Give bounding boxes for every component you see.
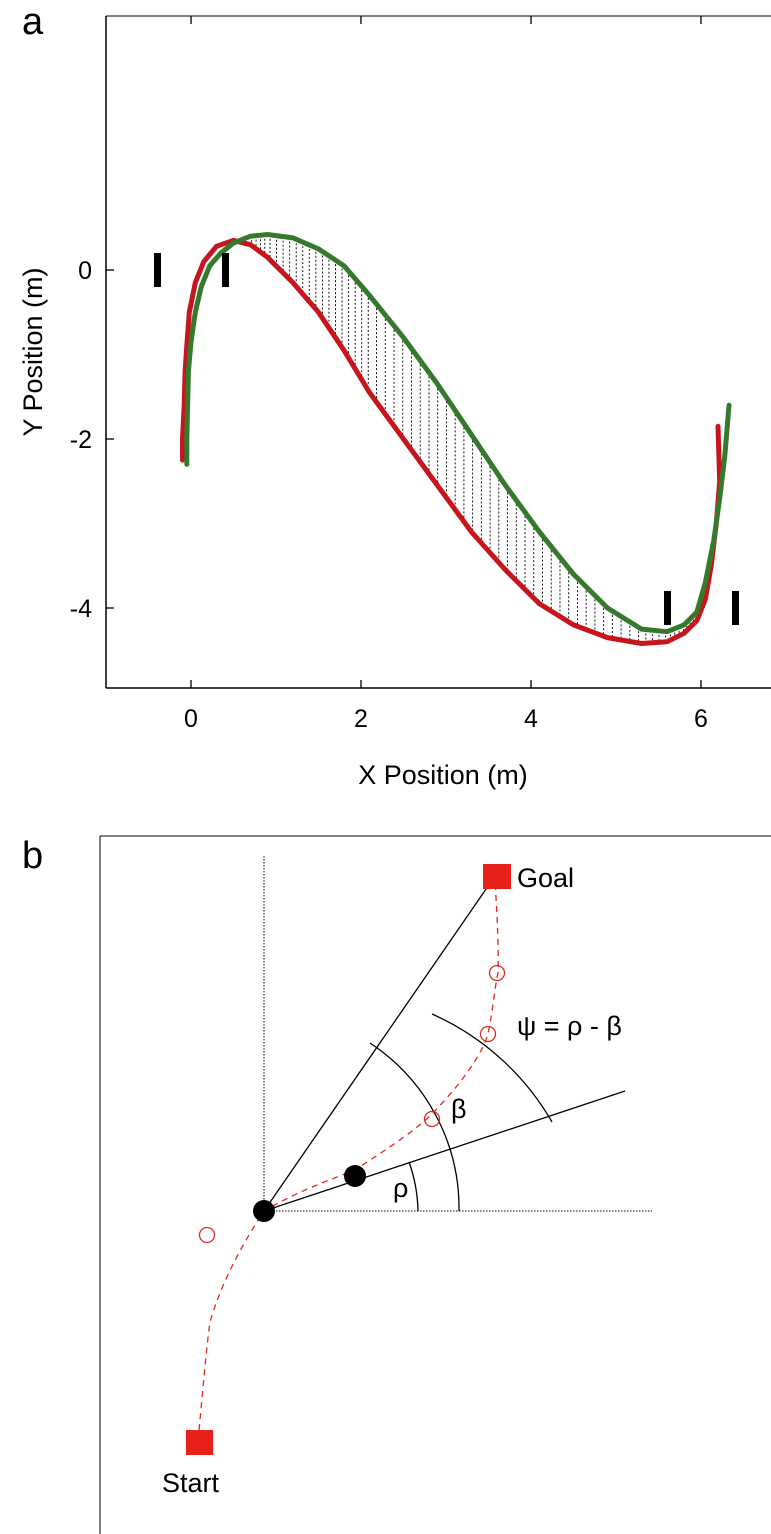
waypoint-3 <box>479 1025 497 1043</box>
position-marker <box>664 591 671 625</box>
rho-arc <box>408 1161 419 1212</box>
goal-label: Goal <box>517 863 574 893</box>
geometry-diagram: Goal Start ψ = ρ - β β ρ <box>99 835 771 1534</box>
psi-label: ψ = ρ - β <box>517 1011 622 1041</box>
planned-path <box>197 878 499 1442</box>
start-marker <box>186 1430 213 1455</box>
start-label: Start <box>162 1468 220 1498</box>
goal-marker <box>483 864 511 889</box>
x-tick-label: 4 <box>524 705 538 733</box>
y-tick-label: -2 <box>70 426 92 454</box>
rho-label: ρ <box>393 1173 408 1203</box>
y-axis-title: Y Position (m) <box>18 267 48 436</box>
goal-direction-line <box>263 878 494 1212</box>
trajectory-series-0 <box>180 237 723 646</box>
origin-point <box>253 1200 275 1222</box>
x-axis-title: X Position (m) <box>358 760 528 790</box>
position-marker <box>154 253 161 287</box>
x-tick-label: 2 <box>354 705 368 733</box>
tick-layer: 0 2 4 6 0 -2 -4 <box>70 16 708 733</box>
hatch-region <box>238 234 709 644</box>
trajectory-series-1 <box>184 232 732 635</box>
psi-arc <box>431 1013 553 1123</box>
beta-label: β <box>451 1094 467 1124</box>
x-tick-label: 0 <box>184 705 198 733</box>
heading-line <box>263 1090 626 1212</box>
marker-layer <box>154 253 739 625</box>
y-tick-label: -4 <box>70 595 92 623</box>
waypoint-1 <box>198 1226 216 1244</box>
waypoint-2 <box>423 1110 441 1128</box>
panel-a-label: a <box>22 1 44 43</box>
x-tick-label: 6 <box>694 705 708 733</box>
agent-point <box>344 1165 366 1187</box>
y-tick-label: 0 <box>78 257 92 285</box>
position-marker <box>222 253 229 287</box>
trajectory-chart: 0 2 4 6 0 -2 -4 X Position (m) Y Position (m) <box>18 15 771 790</box>
position-marker <box>732 591 739 625</box>
beta-arc <box>369 1042 460 1212</box>
panel-b-label: b <box>22 835 43 877</box>
waypoint-4 <box>488 964 506 982</box>
series-layer <box>180 232 732 646</box>
